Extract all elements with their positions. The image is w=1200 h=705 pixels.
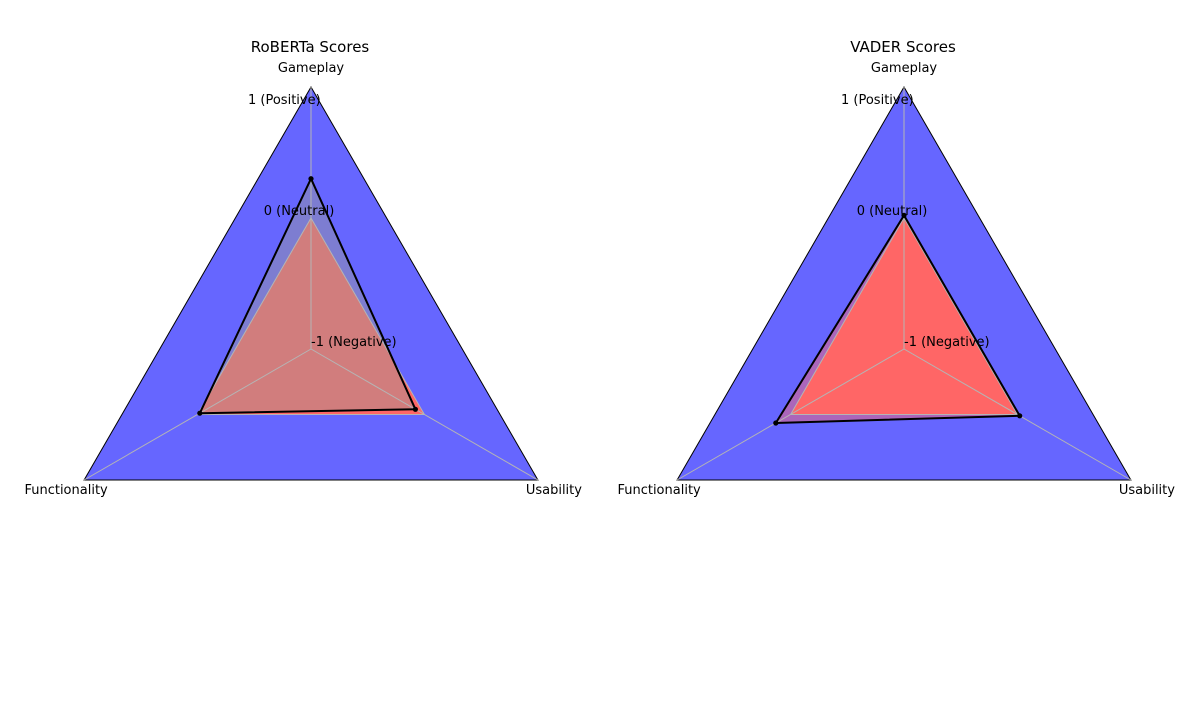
tick-label-negative: -1 (Negative) bbox=[311, 335, 397, 350]
axis-label-gameplay: Gameplay bbox=[871, 61, 938, 76]
radar-panel-roberta: RoBERTa Scores Gameplay Usability Functi… bbox=[24, 38, 582, 498]
tick-label-negative: -1 (Negative) bbox=[904, 335, 990, 350]
radar-grid-ring bbox=[196, 216, 426, 415]
axis-label-usability: Usability bbox=[1119, 483, 1175, 498]
radar-panel-vader: VADER Scores Gameplay Usability Function… bbox=[617, 38, 1175, 498]
series-area bbox=[775, 215, 1020, 423]
series-point bbox=[197, 410, 203, 416]
axis-label-usability: Usability bbox=[526, 483, 582, 498]
radar-series bbox=[773, 212, 1023, 426]
series-point bbox=[1017, 413, 1023, 419]
tick-label-neutral: 0 (Neutral) bbox=[857, 204, 928, 219]
series-area bbox=[199, 178, 416, 414]
series-point bbox=[901, 212, 907, 218]
series-point bbox=[773, 420, 779, 426]
radar-grid-ring bbox=[789, 216, 1019, 415]
axis-label-gameplay: Gameplay bbox=[278, 61, 345, 76]
radar-series bbox=[197, 176, 418, 416]
series-line bbox=[774, 214, 1021, 424]
chart-title: VADER Scores bbox=[850, 38, 956, 56]
chart-title: RoBERTa Scores bbox=[251, 38, 370, 56]
tick-label-positive: 1 (Positive) bbox=[841, 93, 914, 108]
series-point bbox=[412, 406, 418, 412]
series-point bbox=[308, 176, 314, 182]
tick-label-positive: 1 (Positive) bbox=[248, 93, 321, 108]
axis-label-functionality: Functionality bbox=[24, 483, 108, 498]
tick-label-neutral: 0 (Neutral) bbox=[264, 204, 335, 219]
series-line bbox=[198, 177, 417, 415]
axis-label-functionality: Functionality bbox=[617, 483, 701, 498]
